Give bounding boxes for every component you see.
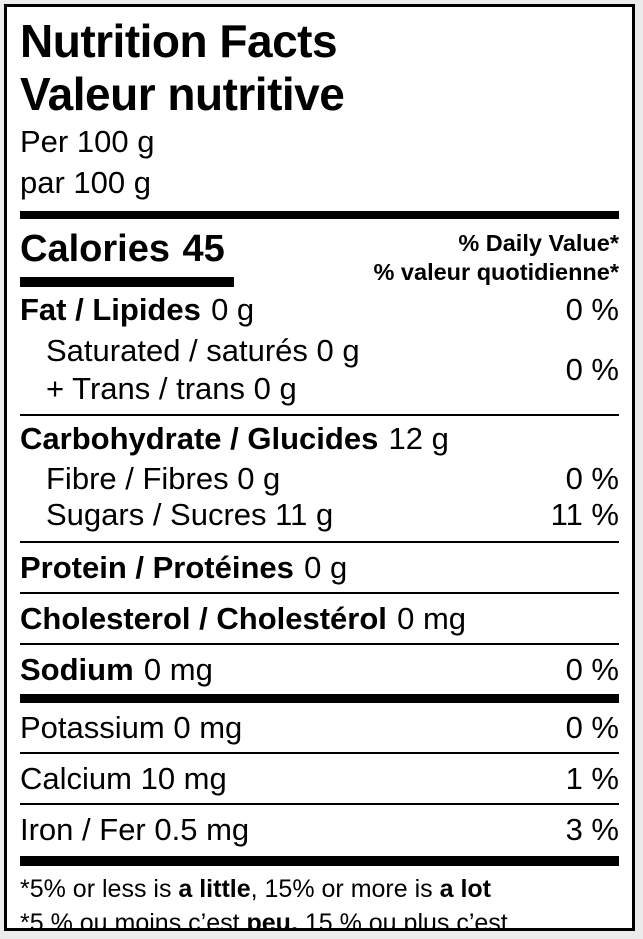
daily-value-header-en: % Daily Value* [458,230,619,256]
divider [20,752,619,754]
divider [20,414,619,416]
serving-size-en: Per 100 g [20,124,155,159]
fibre-label: Fibre / Fibres 0 g [46,461,281,496]
nutrient-row-carbohydrate: Carbohydrate / Glucides 12 g [20,416,619,461]
calories-underline [20,277,234,287]
footnote-fr-pre: *5 % ou moins c’est [20,909,247,931]
calcium-dv: 1 % [565,761,619,796]
nutrient-row-potassium: Potassium 0 mg 0 % [20,703,619,752]
calories-section: Calories 45 % Daily Value* % valeur quoti… [20,219,619,287]
footnote-en: *5% or less is a little, 15% or more is … [20,872,619,906]
sodium-dv: 0 % [565,652,619,687]
fat-amount: 0 g [211,292,255,327]
thick-divider [20,694,619,703]
fat-dv: 0 % [565,292,619,327]
title-en: Nutrition Facts [20,15,338,67]
cholesterol-label: Cholesterol / Cholestérol [20,601,387,636]
saturated-trans-labels: Saturated / saturés 0 g + Trans / trans … [20,332,360,408]
calories-label: Calories [20,228,170,270]
divider [20,803,619,805]
carbohydrate-name: Carbohydrate / Glucides 12 g [20,421,449,457]
iron-label: Iron / Fer 0.5 mg [20,812,250,847]
footnote-en-mid: , 15% or more is [250,875,440,903]
sodium-amount: 0 mg [143,652,213,687]
nutrient-row-sodium: Sodium 0 mg 0 % [20,645,619,694]
sugars-dv: 11 % [550,497,619,532]
thick-divider [20,211,619,219]
saturated-trans-dv: 0 % [565,352,619,387]
protein-label: Protein / Protéines [20,550,294,585]
nutrient-row-fibre: Fibre / Fibres 0 g 0 % [20,461,619,497]
daily-value-header: % Daily Value* % valeur quotidienne* [374,227,620,287]
nutrition-facts-label: Nutrition Facts Valeur nutritive Per 100… [4,4,635,931]
sodium-label: Sodium [20,652,134,687]
nutrient-row-iron: Iron / Fer 0.5 mg 3 % [20,805,619,856]
footnote-fr-peu: peu, [246,909,298,931]
cholesterol-name: Cholesterol / Cholestérol 0 mg [20,601,466,637]
trans-label: + Trans / trans 0 g [46,371,297,406]
nutrient-row-cholesterol: Cholesterol / Cholestérol 0 mg [20,594,619,643]
iron-dv: 3 % [565,812,619,847]
divider [20,643,619,645]
calcium-label: Calcium 10 mg [20,761,227,796]
footnote-fr-mid: 15 % ou plus c’est [297,909,508,931]
potassium-dv: 0 % [565,710,619,745]
sodium-name: Sodium 0 mg [20,652,213,688]
footnote-en-a-little: a little [178,875,251,903]
fibre-dv: 0 % [565,461,619,496]
calories-value: 45 [182,228,225,270]
nutrient-row-protein: Protein / Protéines 0 g [20,543,619,592]
footnote-en-pre: *5% or less is [20,875,179,903]
protein-name: Protein / Protéines 0 g [20,550,347,586]
cholesterol-amount: 0 mg [397,601,467,636]
fat-name: Fat / Lipides 0 g [20,292,254,328]
serving-size-fr: par 100 g [20,165,151,200]
nutrient-row-fat: Fat / Lipides 0 g 0 % [20,287,619,332]
footnote-en-a-lot: a lot [439,875,491,903]
calories: Calories 45 [20,227,234,287]
carbohydrate-amount: 12 g [388,421,449,456]
footnote-fr: *5 % ou moins c’est peu, 15 % ou plus c’… [20,906,619,931]
thick-divider [20,856,619,866]
divider [20,592,619,594]
title-fr: Valeur nutritive [20,68,345,120]
divider [20,541,619,543]
nutrient-row-saturated-trans: Saturated / saturés 0 g + Trans / trans … [20,332,619,414]
carbohydrate-label: Carbohydrate / Glucides [20,421,379,456]
protein-amount: 0 g [304,550,348,585]
daily-value-header-fr: % valeur quotidienne* [373,259,620,285]
footnotes: *5% or less is a little, 15% or more is … [20,866,619,931]
calories-line: Calories 45 [20,227,234,271]
saturated-label: Saturated / saturés 0 g [46,333,360,368]
nutrient-row-sugars: Sugars / Sucres 11 g 11 % [20,497,619,541]
sugars-label: Sugars / Sucres 11 g [46,497,334,532]
fat-label: Fat / Lipides [20,292,201,327]
nutrient-row-calcium: Calcium 10 mg 1 % [20,754,619,803]
potassium-label: Potassium 0 mg [20,710,243,745]
